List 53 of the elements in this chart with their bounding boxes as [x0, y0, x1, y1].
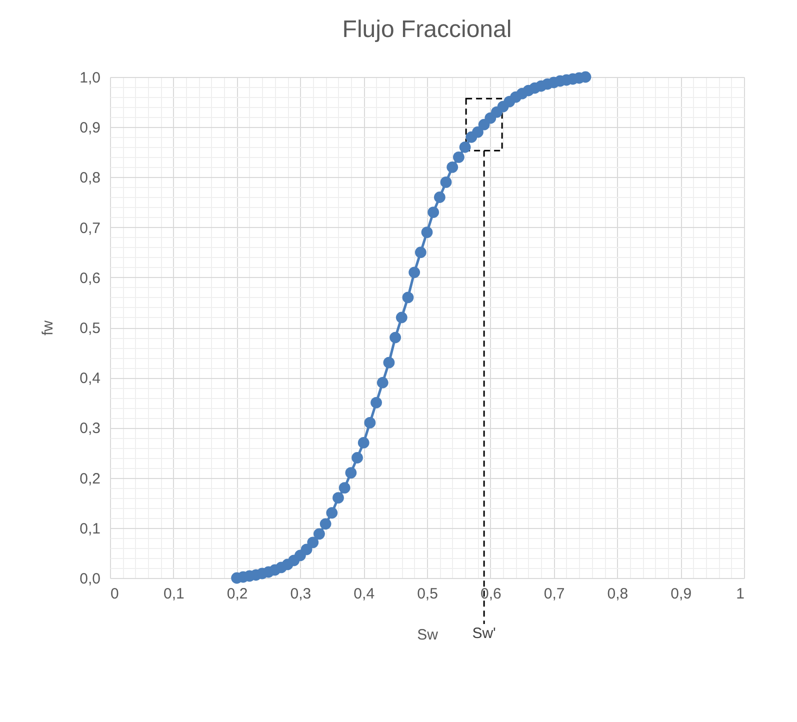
point: [408, 266, 420, 278]
y-tick-label: 0,4: [80, 370, 100, 388]
point: [364, 417, 376, 428]
y-tick-label: 0,7: [80, 220, 100, 237]
x-tick-label: 0,6: [480, 586, 502, 602]
point: [421, 226, 433, 238]
x-tick-label: 0,7: [544, 586, 565, 602]
point: [320, 518, 332, 530]
point: [428, 206, 440, 218]
point: [326, 507, 338, 519]
x-tick-label: 1: [736, 586, 744, 602]
y-tick-label: 0,6: [80, 270, 100, 287]
point: [440, 176, 452, 188]
point: [376, 376, 388, 388]
point: [358, 437, 370, 448]
point: [446, 161, 458, 173]
x-tick-label: 0,4: [354, 586, 375, 602]
point: [383, 356, 395, 368]
x-tick-label: 0,2: [226, 586, 248, 602]
chart-title: Flujo Fraccional: [342, 16, 512, 43]
y-tick-label: 0,2: [80, 470, 100, 488]
point: [314, 528, 325, 540]
y-tick-label: 0,8: [80, 170, 100, 187]
x-axis-title: Sw: [417, 626, 438, 644]
y-tick-label: 0,0: [80, 570, 100, 588]
y-axis-title: fw: [40, 320, 57, 336]
point: [402, 292, 414, 304]
point: [453, 151, 464, 163]
point: [396, 312, 408, 324]
point: [332, 492, 344, 504]
point: [370, 396, 382, 408]
y-tick-label: 0,5: [80, 320, 100, 337]
point: [300, 544, 312, 556]
x-tick-label: 0,8: [607, 586, 628, 602]
point: [307, 536, 319, 548]
x-tick-label: 0: [110, 586, 119, 602]
x-tick-label: 0,5: [417, 586, 438, 602]
point: [345, 467, 357, 478]
point: [338, 482, 350, 494]
point: [459, 141, 471, 153]
x-tick-label: 0,9: [670, 586, 692, 602]
x-tick-label: 0,1: [163, 586, 184, 602]
y-tick-label: 0,9: [80, 120, 100, 137]
y-tick-label: 1,0: [80, 70, 100, 86]
point: [352, 452, 363, 464]
point: [434, 192, 446, 203]
point: [472, 126, 484, 138]
y-tick-label: 0,1: [80, 520, 100, 538]
y-tick-label: 0,3: [80, 420, 100, 438]
point: [390, 332, 401, 344]
ref-line-label: Sw': [472, 625, 496, 642]
point: [414, 246, 426, 258]
x-tick-label: 0,3: [290, 586, 312, 602]
